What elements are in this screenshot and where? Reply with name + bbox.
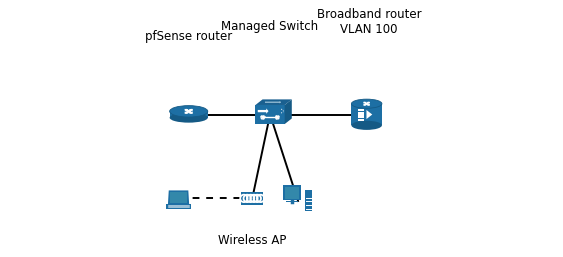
Ellipse shape (351, 121, 382, 130)
Polygon shape (363, 102, 370, 106)
Polygon shape (168, 190, 189, 205)
Text: Broadband router
VLAN 100: Broadband router VLAN 100 (317, 8, 422, 36)
Text: pfSense router: pfSense router (145, 31, 233, 43)
Polygon shape (285, 187, 299, 199)
Text: Wireless AP: Wireless AP (218, 234, 287, 247)
Polygon shape (256, 105, 285, 124)
Polygon shape (363, 102, 370, 106)
Polygon shape (185, 109, 193, 114)
Polygon shape (363, 102, 370, 106)
Polygon shape (358, 109, 364, 111)
Polygon shape (169, 111, 208, 118)
Polygon shape (242, 192, 263, 205)
Polygon shape (351, 104, 382, 125)
Polygon shape (185, 109, 193, 114)
Text: Managed Switch: Managed Switch (221, 20, 319, 33)
Polygon shape (367, 110, 372, 119)
Polygon shape (358, 112, 364, 115)
Polygon shape (169, 192, 187, 203)
Ellipse shape (351, 99, 382, 108)
Polygon shape (285, 99, 292, 124)
Polygon shape (265, 101, 281, 104)
Polygon shape (167, 205, 191, 209)
Ellipse shape (169, 106, 208, 117)
Polygon shape (283, 185, 301, 200)
Polygon shape (358, 115, 364, 118)
Polygon shape (286, 201, 298, 203)
Polygon shape (282, 108, 284, 114)
Polygon shape (185, 109, 193, 114)
Polygon shape (363, 102, 370, 106)
Polygon shape (358, 118, 364, 121)
Polygon shape (305, 190, 312, 211)
Polygon shape (185, 109, 193, 114)
Polygon shape (258, 108, 269, 114)
Polygon shape (256, 99, 292, 105)
Ellipse shape (169, 113, 208, 123)
